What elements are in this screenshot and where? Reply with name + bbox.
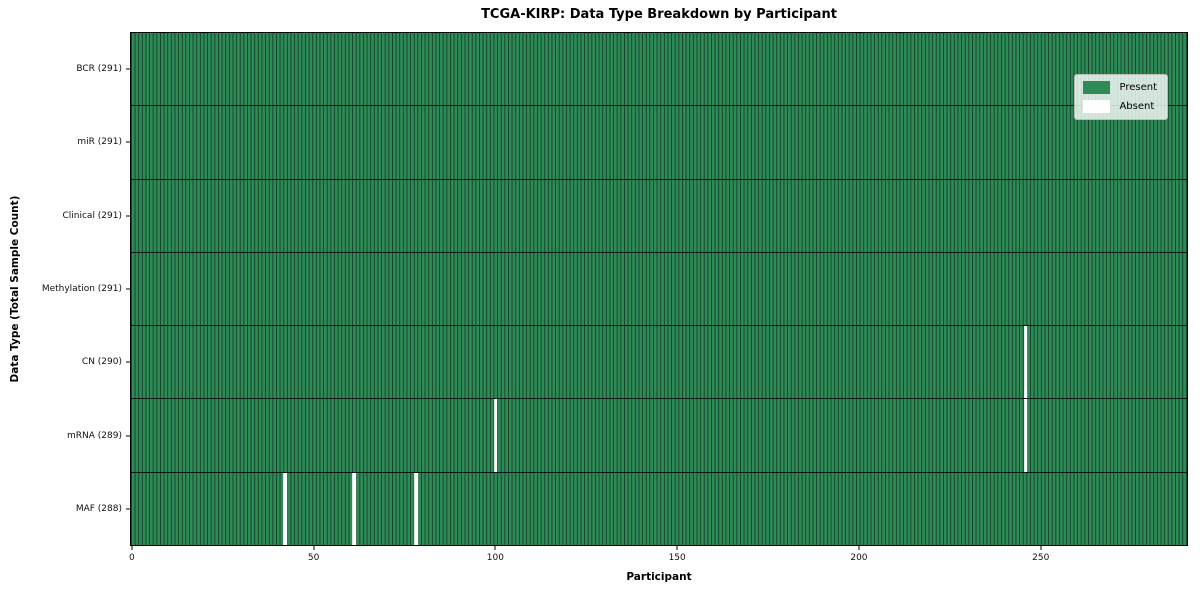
data-type-row-MAF [131,472,1187,545]
x-tick-label: 100 [486,553,504,563]
data-type-row-mRNA [131,399,1187,473]
absent-marker [283,472,288,545]
legend-entry: Present [1083,81,1157,94]
x-tick-label: 150 [668,553,686,563]
absent-marker [1023,326,1028,399]
absent-marker [352,472,357,545]
plot-area [130,32,1188,546]
data-type-row-BCR [131,33,1187,107]
chart-title: TCGA-KIRP: Data Type Breakdown by Partic… [481,7,837,22]
x-tick-label: 50 [307,553,320,563]
y-tick-mark [126,215,130,217]
data-type-row-Methylation [131,252,1187,327]
legend-label: Present [1119,82,1157,93]
x-tick-mark [1040,546,1042,550]
absent-marker [493,399,498,472]
x-tick-label: 0 [128,553,135,563]
data-type-row-CN [131,326,1187,400]
y-axis-label: Data Type (Total Sample Count) [9,195,21,383]
y-tick-mark [126,435,130,437]
y-tick-label: BCR (291) [76,63,122,74]
x-tick-mark [676,546,678,550]
x-tick-mark [313,546,315,550]
x-tick-label: 250 [1032,553,1050,563]
plot-wrap: BCR (291) miR (291) Clinical (291) Methylat… [42,32,1188,563]
absent-marker [1023,399,1028,472]
y-tick-label: miR (291) [77,137,122,148]
data-type-row-miR [131,106,1187,180]
y-tick-label: MAF (288) [75,504,122,515]
y-tick-mark [126,361,130,363]
y-tick-mark [126,508,130,510]
x-tick-mark [494,546,496,550]
legend-label: Absent [1119,101,1155,112]
x-tick-label: 200 [850,553,868,563]
y-tick-mark [126,141,130,143]
legend-entry: Absent [1083,100,1157,113]
absent-marker [414,472,418,545]
legend: Present Absent [1074,74,1168,120]
y-tick-mark [126,68,130,70]
x-tick-mark [858,546,860,550]
x-tick-mark [131,546,133,550]
legend-swatch-icon [1083,81,1111,94]
y-tick-label: CN (290) [81,357,122,368]
x-axis-label: Participant [626,571,692,583]
y-tick-label: Methylation (291) [41,284,122,294]
data-type-row-Clinical [131,179,1187,253]
y-tick-mark [126,288,130,290]
y-tick-label: mRNA (289) [67,430,122,441]
y-tick-label: Clinical (291) [62,210,122,221]
legend-swatch-icon [1083,100,1111,113]
